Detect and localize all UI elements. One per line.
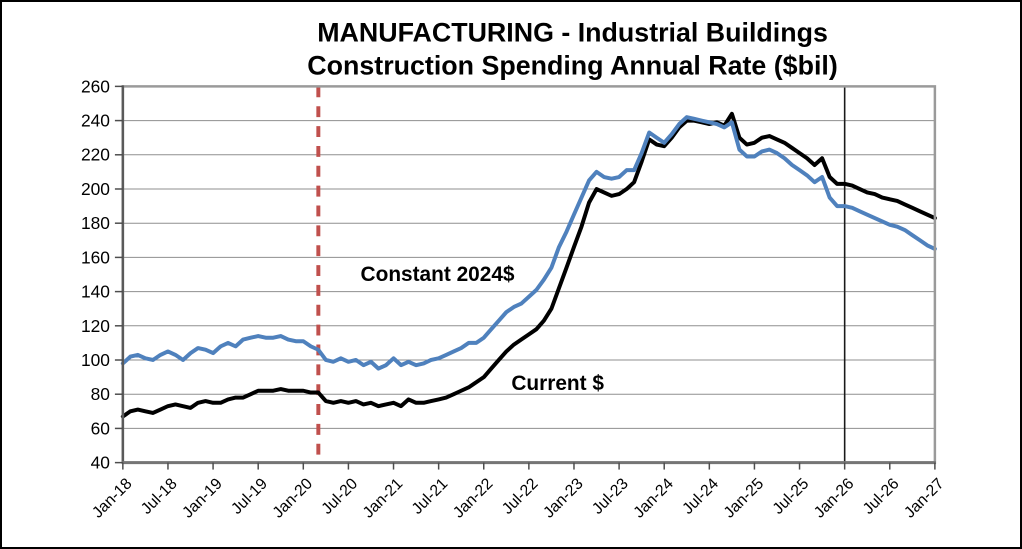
x-axis-label: Jul-20 — [319, 475, 362, 518]
x-axis-label: Jan-23 — [540, 475, 586, 521]
x-axis-label: Jan-27 — [901, 475, 947, 521]
x-axis-label: Jan-24 — [631, 475, 677, 521]
x-axis-label: Jan-20 — [270, 475, 316, 521]
y-axis-label: 40 — [91, 453, 110, 473]
series-line-current — [120, 111, 937, 419]
y-axis-label: 140 — [81, 282, 110, 302]
x-axis-label: Jul-23 — [589, 475, 632, 518]
y-axis-label: 100 — [81, 350, 110, 370]
y-axis-label: 180 — [81, 213, 110, 233]
x-axis-label: Jan-22 — [450, 475, 496, 521]
x-axis-label: Jan-26 — [811, 475, 857, 521]
y-axis-label: 160 — [81, 247, 110, 267]
plot-border — [121, 85, 937, 464]
y-axis-label: 80 — [91, 384, 110, 404]
axis-layer — [114, 85, 937, 470]
gridline-layer — [122, 85, 935, 464]
constant-dollar-series-label: Constant 2024$ — [361, 263, 515, 286]
x-axis-label: Jan-25 — [721, 475, 767, 521]
chart-title-line2: Construction Spending Annual Rate ($bil) — [307, 50, 837, 80]
y-axis-label: 60 — [91, 418, 110, 438]
y-axis-label: 220 — [81, 145, 110, 165]
series-layer — [120, 111, 937, 419]
x-axis-label: Jul-22 — [499, 475, 542, 518]
x-axis-label: Jul-24 — [679, 475, 722, 518]
chart-title-line1: MANUFACTURING - Industrial Buildings — [317, 18, 828, 48]
x-axis-label: Jan-21 — [360, 475, 406, 521]
x-axis-label: Jul-18 — [138, 475, 181, 518]
y-axis-label: 240 — [81, 111, 110, 131]
y-axis-label: 200 — [81, 179, 110, 199]
x-axis-label: Jul-21 — [409, 475, 452, 518]
x-axis-label: Jul-26 — [860, 475, 903, 518]
current-dollar-series-label: Current $ — [511, 372, 604, 395]
x-axis-label: Jan-18 — [89, 475, 135, 521]
x-axis-label: Jul-25 — [770, 475, 813, 518]
series-line-constant-2024 — [120, 115, 937, 371]
x-axis-label: Jul-19 — [228, 475, 271, 518]
vertical-line-layer — [316, 86, 846, 463]
y-axis-label: 120 — [81, 316, 110, 336]
y-axis-label: 260 — [81, 76, 110, 96]
x-axis-label: Jan-19 — [179, 475, 225, 521]
